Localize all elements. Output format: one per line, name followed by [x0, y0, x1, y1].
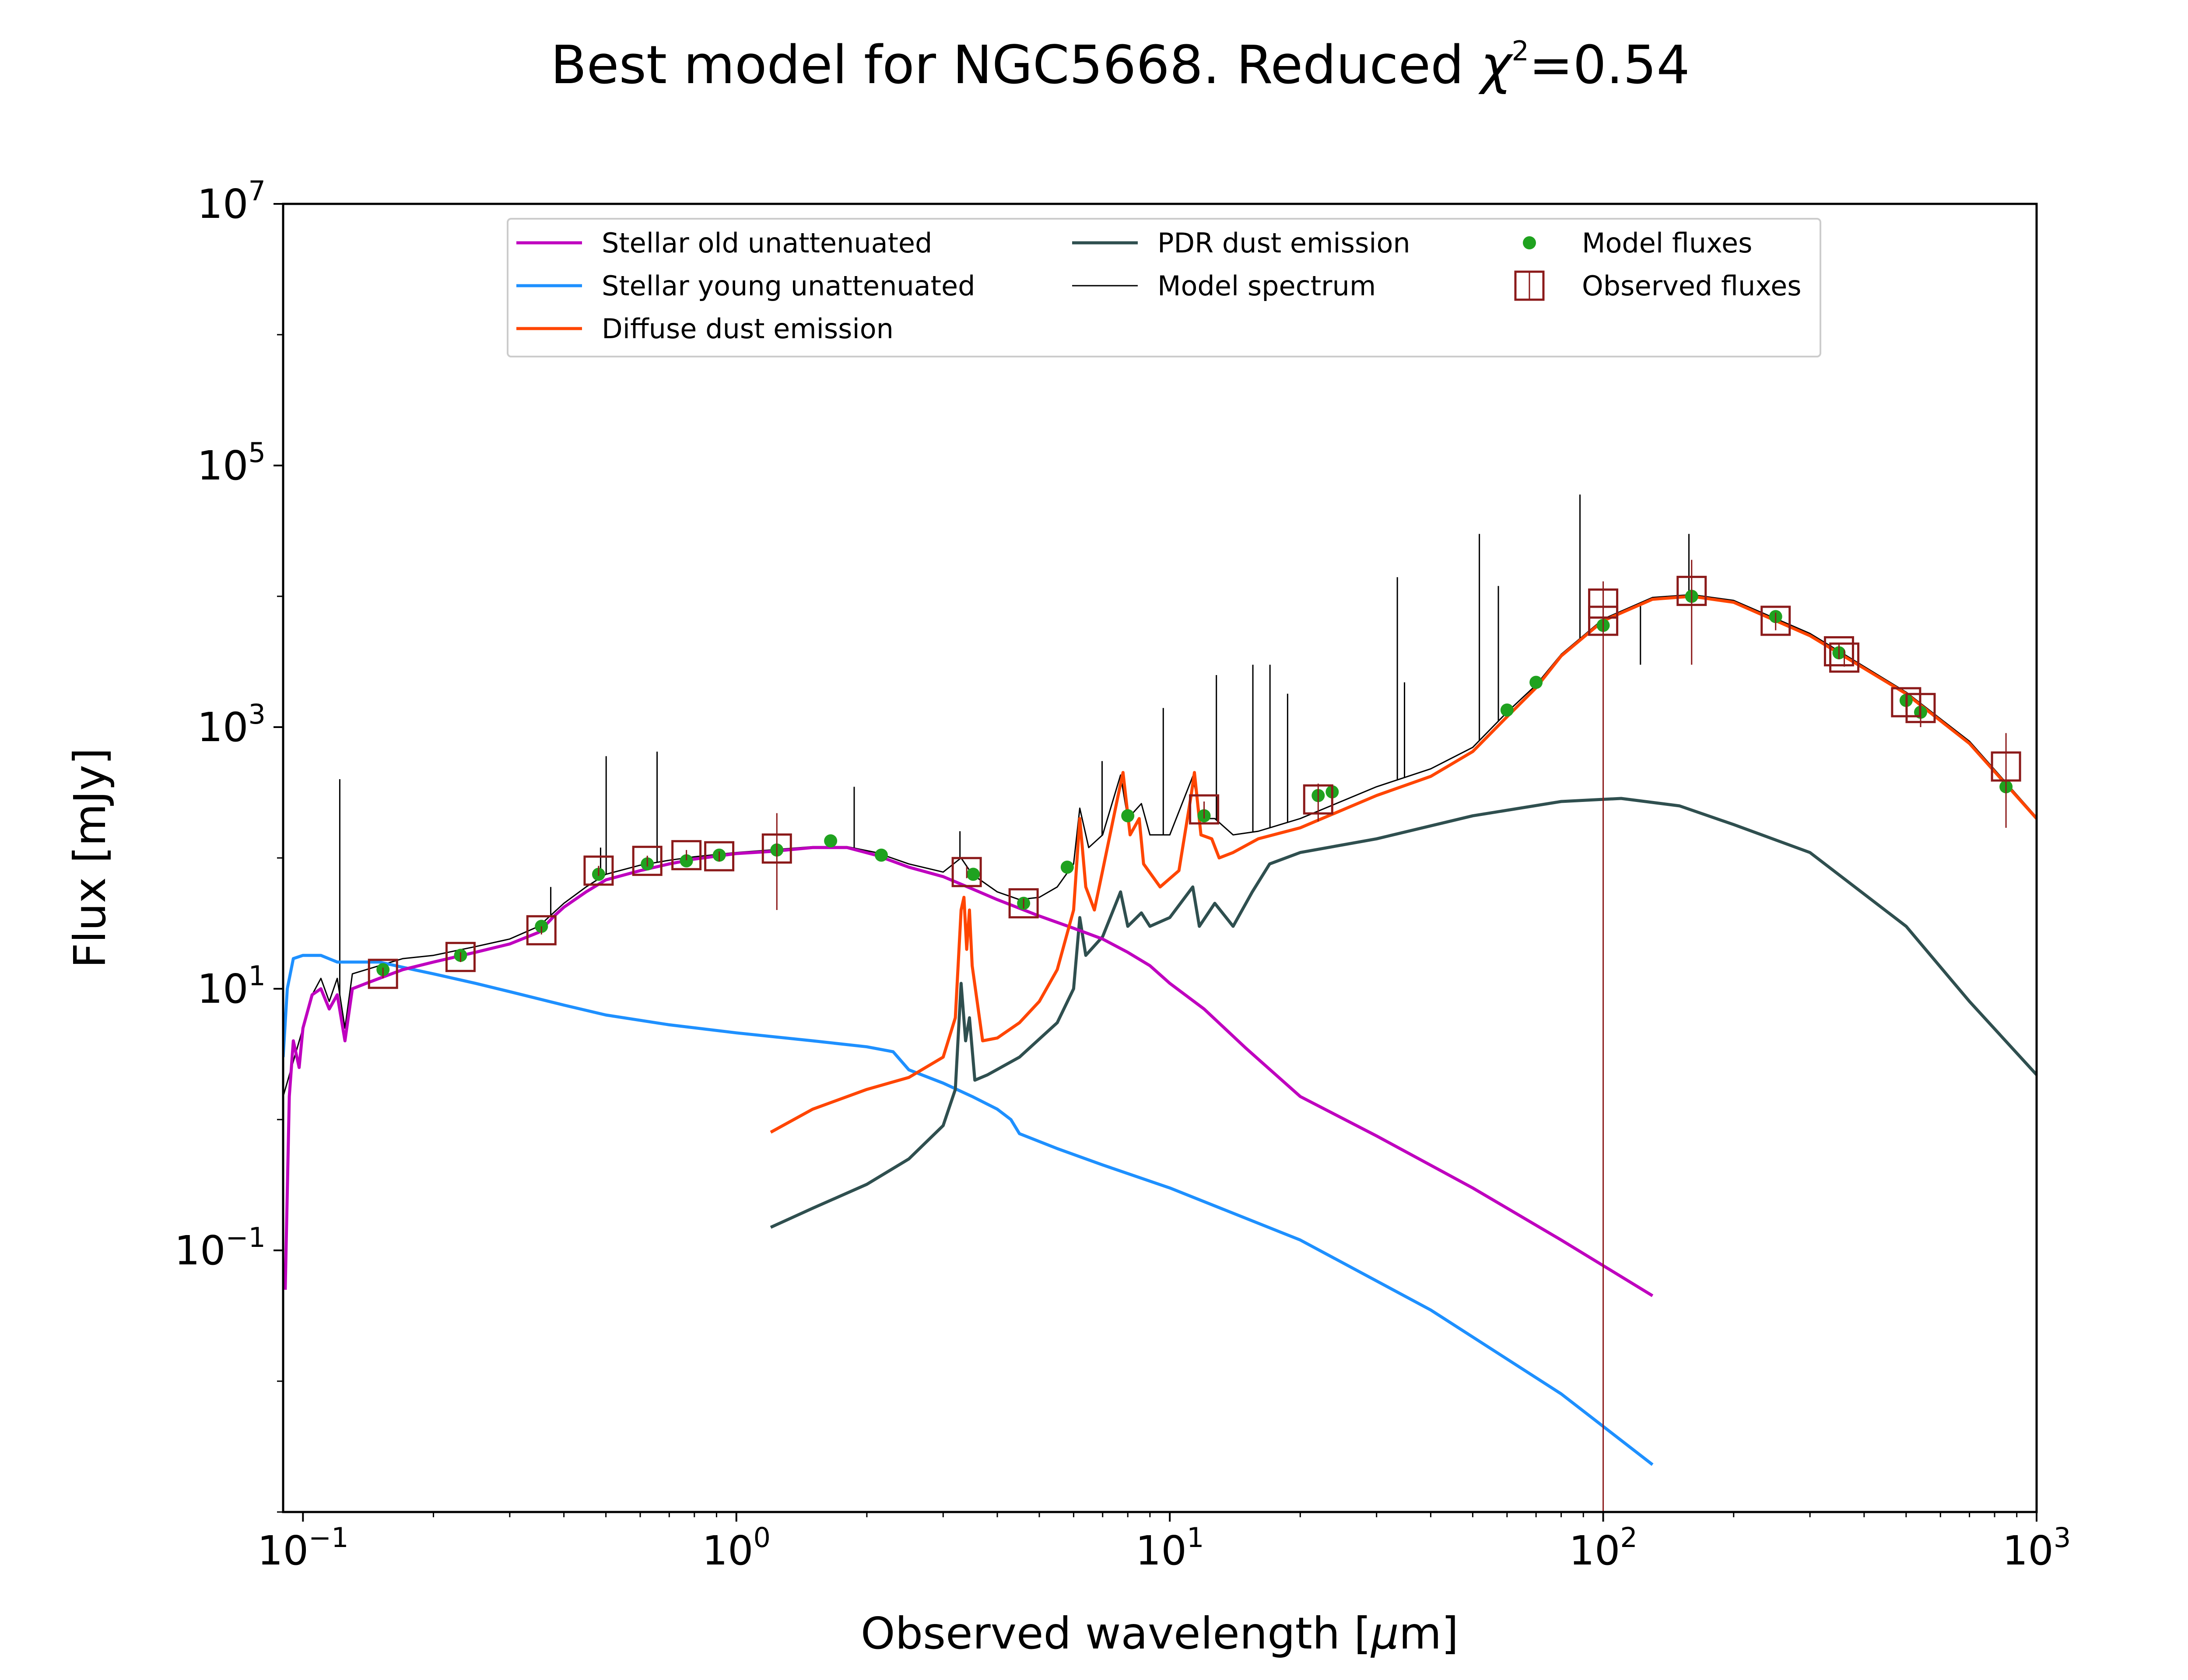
y-tick-label-2: 103	[197, 698, 266, 751]
x-tick-label-1: 100	[702, 1522, 771, 1574]
observed-flux-11	[1303, 784, 1333, 822]
title-sup: 2	[1512, 35, 1529, 67]
legend-item-diffuse-dust-emission: Diffuse dust emission	[516, 313, 894, 345]
model-flux-point-12	[1060, 861, 1074, 874]
legend-item-model-fluxes: Model fluxes	[1523, 227, 1752, 259]
model-flux-point-5	[680, 854, 693, 868]
x-tick-label-4: 103	[2002, 1522, 2071, 1574]
series-stellar-old-unattenuated	[284, 846, 1654, 1297]
legend-label-diffuse-dust-emission: Diffuse dust emission	[602, 313, 894, 345]
observed-flux-4	[632, 846, 663, 876]
model-flux-point-8	[824, 834, 838, 848]
x-axis-title-suffix: m]	[1399, 1608, 1459, 1659]
y-tick-label-0: 10−1	[175, 1222, 266, 1274]
model-flux-point-13	[1121, 809, 1135, 822]
plot-area	[283, 494, 2037, 1512]
series-stellar-young-unattenuated	[283, 954, 1654, 1466]
observed-flux-5	[671, 840, 702, 871]
legend-label-observed-fluxes: Observed fluxes	[1582, 270, 1802, 302]
x-axis-title-prefix: Observed wavelength [	[861, 1608, 1371, 1659]
series-model-spectrum	[283, 594, 2037, 1097]
observed-flux-14	[1676, 560, 1707, 665]
observed-flux-9	[1008, 888, 1039, 919]
observed-flux-19	[1905, 693, 1936, 727]
model-flux-point-18	[1529, 676, 1543, 689]
observed-flux-8	[951, 857, 982, 887]
legend-label-stellar-old-unattenuated: Stellar old unattenuated	[602, 227, 932, 259]
legend-item-pdr-dust-emission: PDR dust emission	[1072, 227, 1410, 259]
legend-label-model-fluxes: Model fluxes	[1582, 227, 1752, 259]
series-diffuse-dust-emission	[770, 595, 2037, 1134]
model-flux-point-17	[1500, 704, 1514, 717]
observed-flux-13	[1588, 588, 1619, 626]
observed-flux-0	[368, 959, 398, 989]
series-pdr-dust-emission	[770, 797, 2037, 1229]
x-tick-label-0: 10−1	[257, 1522, 348, 1574]
observed-flux-3	[583, 855, 614, 886]
observed-flux-20	[1991, 733, 2021, 828]
legend-item-observed-fluxes: Observed fluxes	[1514, 270, 1802, 302]
x-axis-title: Observed wavelength [μm]	[861, 1608, 1459, 1659]
legend-item-stellar-old-unattenuated: Stellar old unattenuated	[516, 227, 932, 259]
x-axis-title-mu: μ	[1370, 1608, 1399, 1659]
observed-flux-16	[1823, 636, 1854, 667]
observed-flux-2	[526, 915, 557, 945]
y-tick-label-3: 105	[197, 437, 266, 489]
observed-flux-1	[445, 942, 476, 972]
observed-flux-10	[1189, 794, 1220, 825]
legend-label-pdr-dust-emission: PDR dust emission	[1157, 227, 1410, 259]
plot-frame	[282, 203, 2038, 1513]
model-flux-point-9	[874, 848, 888, 862]
observed-flux-17	[1829, 642, 1860, 673]
legend-item-stellar-young-unattenuated: Stellar young unattenuated	[516, 270, 975, 302]
chart-title: Best model for NGC5668. Reduced χ2=0.54	[551, 35, 1690, 96]
x-tick-label-2: 101	[1136, 1522, 1204, 1574]
legend: Stellar old unattenuated Stellar young un…	[507, 218, 1821, 357]
observed-flux-6	[704, 841, 735, 872]
legend-label-stellar-young-unattenuated: Stellar young unattenuated	[602, 270, 975, 302]
axis-ticks: 10−1 100 101 102 103 10−1 101 103 105 107	[175, 175, 2071, 1574]
legend-item-model-spectrum: Model spectrum	[1072, 270, 1376, 302]
y-axis-title: Flux [mJy]	[64, 748, 116, 968]
title-prefix: Best model for NGC5668. Reduced	[551, 35, 1480, 96]
y-tick-label-4: 107	[197, 175, 266, 228]
model-flux-point-10	[967, 868, 980, 881]
y-tick-label-1: 101	[197, 960, 266, 1012]
title-suffix: =0.54	[1529, 35, 1690, 96]
observed-flux-7	[761, 813, 792, 910]
observed-flux-15	[1760, 606, 1791, 636]
legend-box	[507, 218, 1821, 357]
legend-label-model-spectrum: Model spectrum	[1157, 270, 1376, 302]
x-tick-label-3: 102	[1569, 1522, 1637, 1574]
title-chi: χ	[1478, 35, 1514, 96]
observed-flux-12	[1588, 581, 1619, 1512]
